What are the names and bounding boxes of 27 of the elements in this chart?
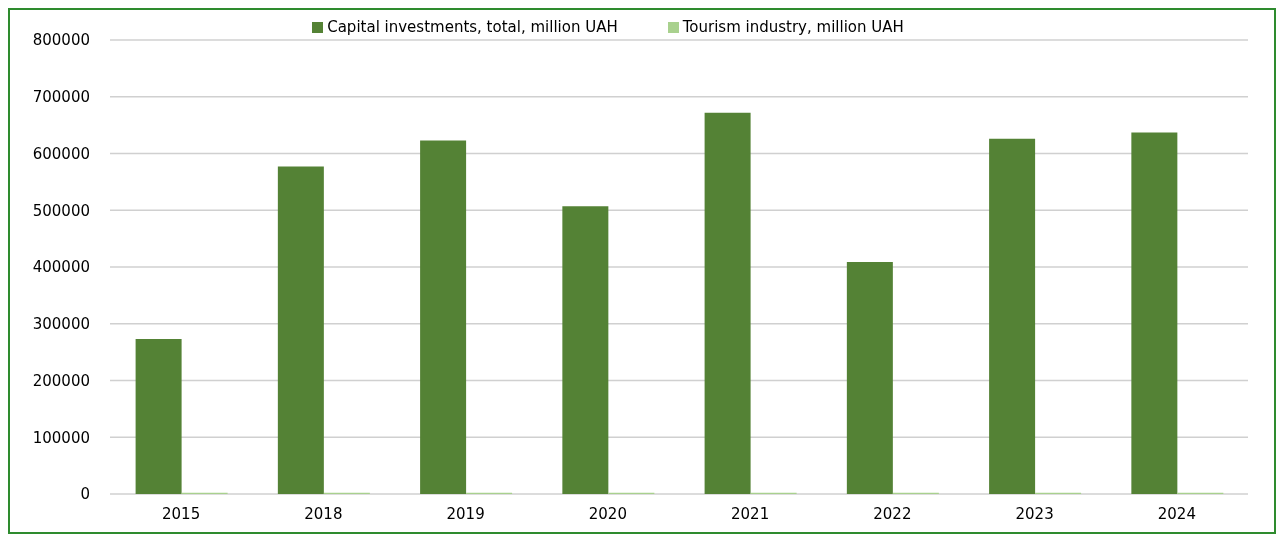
- y-tick-label: 700000: [32, 88, 90, 107]
- bar: [989, 138, 1036, 494]
- x-tick-label: 2019: [446, 504, 485, 523]
- x-tick-label: 2024: [1157, 504, 1196, 523]
- y-tick-label: 300000: [32, 315, 90, 334]
- bar: [562, 206, 609, 494]
- bar: [277, 166, 324, 494]
- y-tick-label: 800000: [32, 31, 90, 50]
- x-tick-label: 2022: [873, 504, 912, 523]
- bar: [704, 112, 751, 494]
- legend-label: Capital investments, total, million UAH: [327, 18, 618, 36]
- bar: [420, 140, 467, 494]
- x-tick-label: 2023: [1015, 504, 1054, 523]
- y-tick-label: 200000: [32, 371, 90, 390]
- x-tick-label: 2021: [731, 504, 770, 523]
- x-tick-label: 2018: [304, 504, 343, 523]
- y-tick-label: 500000: [32, 201, 90, 220]
- x-tick-label: 2015: [162, 504, 201, 523]
- x-tick-label: 2020: [588, 504, 627, 523]
- y-tick-label: 100000: [32, 428, 90, 447]
- legend-label: Tourism industry, million UAH: [682, 18, 904, 36]
- y-tick-label: 400000: [32, 258, 90, 277]
- bar: [846, 261, 893, 494]
- bar: [1131, 132, 1178, 494]
- y-tick-label: 0: [80, 485, 90, 504]
- y-tick-label: 600000: [32, 144, 90, 163]
- bar: [135, 339, 182, 494]
